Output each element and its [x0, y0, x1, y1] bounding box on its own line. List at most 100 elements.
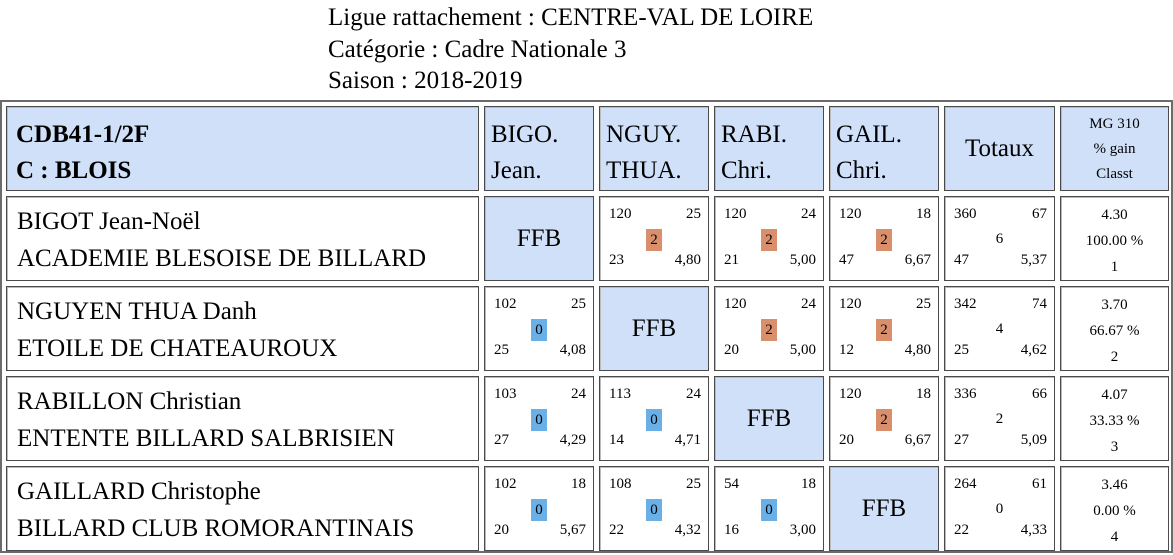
ffb-label: FFB — [631, 314, 677, 342]
stat-gain: 33.33 % — [1089, 413, 1140, 429]
match-innings: 25 — [686, 476, 701, 492]
match-average: 4,29 — [559, 432, 586, 448]
match-cell: 120 25 2 23 4,80 — [599, 196, 709, 281]
ffb-cell: FFB — [484, 196, 594, 281]
match-high-run: 22 — [609, 522, 624, 538]
match-result-badge: 2 — [876, 319, 892, 341]
total-average: 4,62 — [1020, 342, 1047, 358]
stats-header: MG 310 % gain Classt — [1060, 106, 1169, 191]
totals-cell: 342 74 4 25 4,62 — [944, 286, 1055, 371]
column-header-3: RABI. Chri. — [714, 106, 824, 191]
column-header-first: Chri. — [721, 157, 772, 184]
match-innings: 18 — [916, 206, 931, 222]
match-average: 5,00 — [789, 342, 816, 358]
match-points: 120 — [839, 296, 862, 312]
match-result-badge: 0 — [646, 499, 662, 521]
total-match-points: 4 — [995, 321, 1004, 337]
stat-rank: 2 — [1110, 349, 1119, 365]
match-average: 4,32 — [674, 522, 701, 538]
match-points: 120 — [724, 296, 747, 312]
match-result-badge: 0 — [761, 499, 777, 521]
page-header: Ligue rattachement : CENTRE-VAL DE LOIRE… — [328, 2, 813, 97]
match-average: 3,00 — [789, 522, 816, 538]
player-club: BILLARD CLUB ROMORANTINAIS — [17, 515, 415, 542]
stat-gain: 0.00 % — [1093, 503, 1136, 519]
match-cell: 120 18 2 47 6,67 — [829, 196, 939, 281]
match-points: 113 — [609, 386, 631, 402]
match-points: 120 — [839, 386, 862, 402]
stats-cell: 3.46 0.00 % 4 — [1060, 466, 1169, 551]
match-cell: 113 24 0 14 4,71 — [599, 376, 709, 461]
stats-header-rank: Classt — [1096, 166, 1133, 182]
totals-cell: 360 67 6 47 5,37 — [944, 196, 1055, 281]
match-points: 103 — [494, 386, 517, 402]
ffb-cell: FFB — [829, 466, 939, 551]
match-high-run: 27 — [494, 432, 509, 448]
total-match-points: 2 — [995, 411, 1004, 427]
column-header-1: BIGO. Jean. — [484, 106, 594, 191]
results-table: CDB41-1/2F C : BLOIS BIGO. Jean. NGUY. T… — [0, 100, 1173, 553]
match-points: 120 — [724, 206, 747, 222]
player-cell: GAILLARD Christophe BILLARD CLUB ROMORAN… — [6, 466, 479, 551]
saison-line: Saison : 2018-2019 — [328, 67, 523, 94]
match-cell: 108 25 0 22 4,32 — [599, 466, 709, 551]
column-header-abbr: RABI. — [721, 121, 787, 148]
total-points: 360 — [954, 206, 977, 222]
stat-mg: 4.30 — [1101, 207, 1128, 223]
match-result-badge: 0 — [531, 499, 547, 521]
stat-mg: 3.46 — [1101, 477, 1128, 493]
stat-rank: 1 — [1110, 259, 1119, 275]
stats-cell: 4.07 33.33 % 3 — [1060, 376, 1169, 461]
total-average: 5,09 — [1020, 432, 1047, 448]
match-average: 4,80 — [674, 252, 701, 268]
totals-cell: 336 66 2 27 5,09 — [944, 376, 1055, 461]
totals-cell: 264 61 0 22 4,33 — [944, 466, 1055, 551]
match-result-badge: 0 — [531, 409, 547, 431]
match-high-run: 21 — [724, 252, 739, 268]
stat-gain: 100.00 % — [1085, 233, 1144, 249]
match-high-run: 12 — [839, 342, 854, 358]
match-average: 4,71 — [674, 432, 701, 448]
team-header: CDB41-1/2F C : BLOIS — [6, 106, 479, 191]
match-high-run: 16 — [724, 522, 739, 538]
match-innings: 18 — [916, 386, 931, 402]
match-result-badge: 2 — [876, 409, 892, 431]
match-average: 4,80 — [904, 342, 931, 358]
match-innings: 18 — [571, 476, 586, 492]
stat-rank: 3 — [1110, 439, 1119, 455]
player-cell: BIGOT Jean-Noël ACADEMIE BLESOISE DE BIL… — [6, 196, 479, 281]
ffb-label: FFB — [746, 404, 792, 432]
match-points: 102 — [494, 476, 517, 492]
ffb-cell: FFB — [599, 286, 709, 371]
match-result-badge: 2 — [761, 229, 777, 251]
match-innings: 24 — [686, 386, 701, 402]
team-code: CDB41-1/2F — [16, 121, 150, 148]
match-points: 102 — [494, 296, 517, 312]
stats-cell: 4.30 100.00 % 1 — [1060, 196, 1169, 281]
stats-cell: 3.70 66.67 % 2 — [1060, 286, 1169, 371]
match-result-badge: 0 — [531, 319, 547, 341]
player-cell: NGUYEN THUA Danh ETOILE DE CHATEAUROUX — [6, 286, 479, 371]
match-high-run: 20 — [724, 342, 739, 358]
player-club: ETOILE DE CHATEAUROUX — [17, 335, 338, 362]
match-innings: 25 — [571, 296, 586, 312]
match-high-run: 47 — [839, 252, 854, 268]
total-innings: 66 — [1032, 386, 1047, 402]
total-high-run: 22 — [954, 522, 969, 538]
match-cell: 103 24 0 27 4,29 — [484, 376, 594, 461]
totals-label: Totaux — [964, 134, 1035, 162]
stats-header-mg: MG 310 — [1089, 116, 1140, 132]
stat-mg: 3.70 — [1101, 297, 1128, 313]
stat-gain: 66.67 % — [1089, 323, 1140, 339]
match-innings: 24 — [801, 296, 816, 312]
match-average: 6,67 — [904, 432, 931, 448]
total-match-points: 6 — [995, 231, 1004, 247]
match-cell: 102 25 0 25 4,08 — [484, 286, 594, 371]
stats-header-gain: % gain — [1093, 141, 1136, 157]
match-result-badge: 2 — [646, 229, 662, 251]
player-cell: RABILLON Christian ENTENTE BILLARD SALBR… — [6, 376, 479, 461]
match-cell: 102 18 0 20 5,67 — [484, 466, 594, 551]
player-club: ENTENTE BILLARD SALBRISIEN — [17, 425, 395, 452]
match-high-run: 20 — [494, 522, 509, 538]
match-cell: 120 18 2 20 6,67 — [829, 376, 939, 461]
